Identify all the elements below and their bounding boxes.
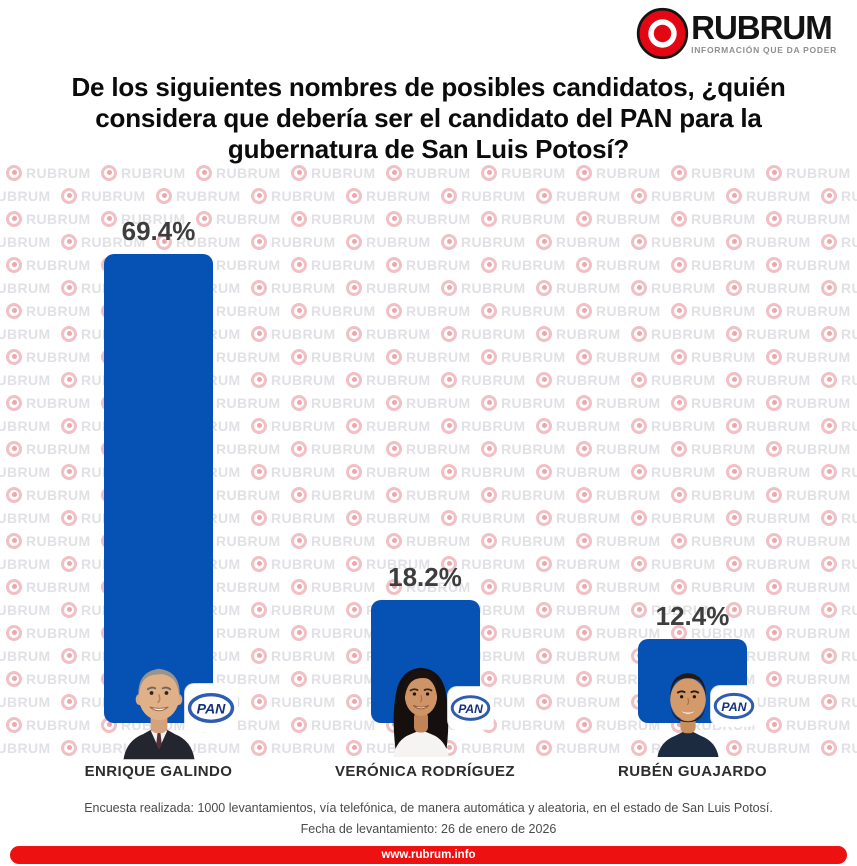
brand-name: RUBRUM: [691, 9, 833, 46]
poll-question: De los siguientes nombres de posibles ca…: [40, 72, 817, 165]
pan-party-logo: PAN: [448, 687, 493, 729]
brand-tagline: INFORMACIÓN QUE DA PODER: [691, 45, 837, 55]
website-link[interactable]: www.rubrum.info: [10, 846, 847, 864]
svg-text:PAN: PAN: [721, 700, 747, 714]
question-line-3: gubernatura de San Luis Potosí?: [227, 134, 630, 164]
candidate-name: ENRIQUE GALINDO: [84, 763, 233, 780]
question-line-2: considera que debería ser el candidato d…: [95, 103, 762, 133]
question-line-1: De los siguientes nombres de posibles ca…: [71, 72, 786, 102]
value-label: 18.2%: [388, 562, 462, 592]
pan-party-logo: PAN: [184, 684, 237, 732]
candidate-name: RUBÉN GUAJARDO: [618, 763, 767, 780]
candidate-photo: [393, 667, 449, 757]
methodology-note: Encuesta realizada: 1000 levantamientos,…: [84, 801, 773, 815]
survey-date: Fecha de levantamiento: 26 de enero de 2…: [300, 822, 557, 836]
svg-text:PAN: PAN: [458, 702, 483, 716]
candidate-name: VERÓNICA RODRÍGUEZ: [335, 763, 515, 780]
svg-text:PAN: PAN: [196, 701, 226, 717]
target-icon: [635, 6, 690, 61]
value-label: 12.4%: [655, 601, 730, 631]
bar-1: [104, 254, 213, 723]
value-label: 69.4%: [121, 216, 196, 246]
avatar: [381, 659, 461, 757]
pan-party-logo: PAN: [710, 686, 757, 726]
rubrum-logo: RUBRUM INFORMACIÓN QUE DA PODER: [635, 6, 837, 61]
